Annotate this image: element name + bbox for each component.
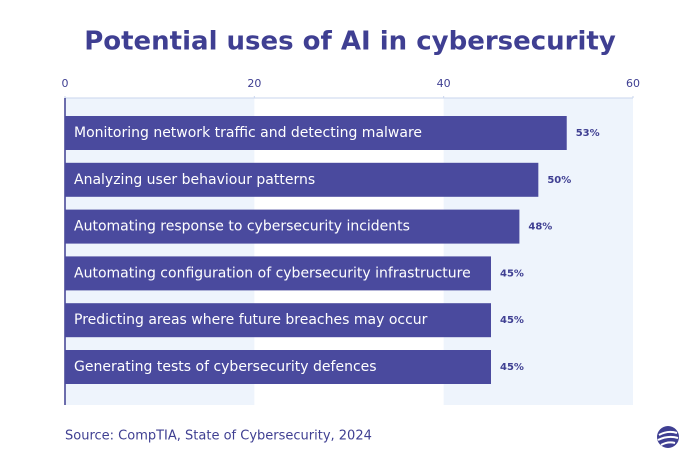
bar — [65, 116, 567, 150]
logo — [657, 426, 679, 448]
x-tick-label: 40 — [437, 77, 451, 90]
x-tick-label: 0 — [62, 77, 69, 90]
bar — [65, 209, 520, 244]
value-label: 45% — [500, 362, 524, 373]
value-label: 53% — [576, 128, 600, 139]
value-label: 45% — [500, 268, 524, 279]
bar — [65, 162, 539, 197]
source-note: Source: CompTIA, State of Cybersecurity,… — [65, 429, 372, 444]
value-label: 48% — [528, 222, 552, 233]
chart-title: Potential uses of AI in cybersecurity — [84, 27, 616, 57]
value-label: 45% — [500, 315, 524, 326]
category-label: Automating configuration of cybersecurit… — [74, 265, 471, 281]
value-label: 50% — [547, 175, 571, 186]
bar — [65, 256, 491, 291]
category-label: Automating response to cybersecurity inc… — [74, 219, 410, 235]
category-label: Generating tests of cybersecurity defenc… — [74, 359, 377, 375]
logo-lines — [657, 430, 679, 446]
x-tick-label: 60 — [626, 77, 640, 90]
category-label: Analyzing user behaviour patterns — [74, 172, 315, 188]
bar — [65, 350, 491, 384]
category-label: Monitoring network traffic and detecting… — [74, 125, 422, 141]
bar — [65, 303, 491, 338]
x-tick-label: 20 — [247, 77, 261, 90]
category-label: Predicting areas where future breaches m… — [74, 312, 428, 328]
